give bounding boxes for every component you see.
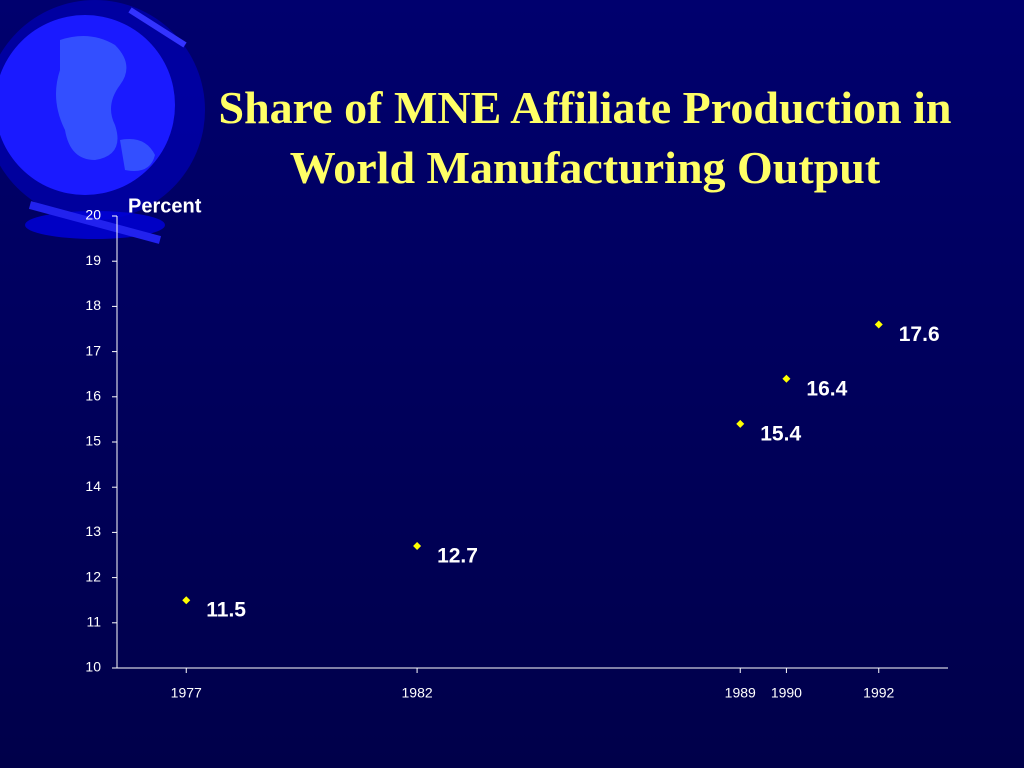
data-label: 15.4 xyxy=(760,422,801,445)
y-tick-label: 11 xyxy=(86,614,101,630)
chart-title: Share of MNE Affiliate Production in Wor… xyxy=(218,82,952,193)
x-tick-label: 1990 xyxy=(771,685,802,701)
y-tick-label: 17 xyxy=(85,342,101,358)
y-tick-label: 14 xyxy=(85,478,101,494)
data-label: 12.7 xyxy=(437,545,478,568)
x-tick-label: 1977 xyxy=(171,685,202,701)
point xyxy=(413,541,422,550)
x-tick-label: 1982 xyxy=(402,685,433,701)
point xyxy=(182,596,191,605)
point xyxy=(874,320,883,329)
x-tick-label: 1992 xyxy=(863,685,894,701)
y-tick-label: 16 xyxy=(85,388,101,404)
point xyxy=(736,419,745,428)
globe-decoration xyxy=(0,0,205,244)
y-tick-label: 12 xyxy=(85,568,101,584)
data-label: 17.6 xyxy=(899,323,940,346)
data-label: 11.5 xyxy=(206,599,246,622)
y-axis-label: Percent xyxy=(128,195,202,217)
x-tick-label: 1989 xyxy=(725,685,756,701)
y-tick-label: 20 xyxy=(85,207,101,223)
y-tick-label: 19 xyxy=(85,252,101,268)
y-tick-label: 10 xyxy=(85,659,101,675)
point xyxy=(782,374,791,383)
y-tick-label: 13 xyxy=(85,523,101,539)
y-tick-label: 18 xyxy=(85,297,101,313)
y-tick-label: 15 xyxy=(85,433,101,449)
data-label: 16.4 xyxy=(806,377,847,400)
